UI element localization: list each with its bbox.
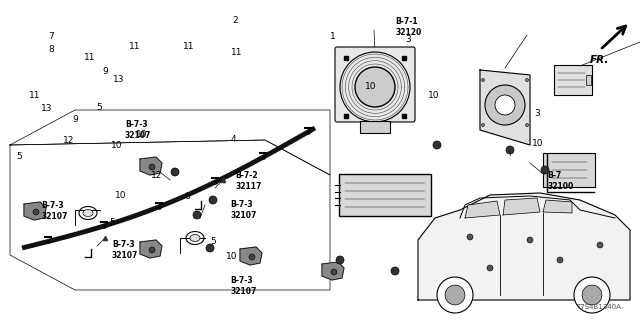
Polygon shape: [140, 240, 162, 258]
Text: 5: 5: [109, 218, 115, 227]
Circle shape: [481, 124, 484, 126]
Text: 10: 10: [365, 82, 377, 91]
Circle shape: [336, 256, 344, 264]
Circle shape: [331, 269, 337, 275]
Circle shape: [149, 247, 155, 253]
Circle shape: [249, 254, 255, 260]
Text: B-7-2
32117: B-7-2 32117: [236, 171, 262, 191]
FancyBboxPatch shape: [543, 153, 595, 187]
Circle shape: [467, 234, 473, 240]
Text: B-7-3
32107: B-7-3 32107: [230, 200, 257, 220]
Polygon shape: [240, 247, 262, 265]
Text: B-7-3
32107: B-7-3 32107: [112, 240, 138, 260]
Text: 10: 10: [111, 141, 123, 150]
Text: 12: 12: [151, 172, 163, 180]
Polygon shape: [418, 193, 630, 300]
Text: B-7-3
32107: B-7-3 32107: [230, 276, 257, 296]
Polygon shape: [503, 198, 540, 215]
Text: 11: 11: [129, 42, 140, 51]
Circle shape: [355, 67, 395, 107]
Circle shape: [582, 285, 602, 305]
Text: FR.: FR.: [590, 55, 609, 65]
Circle shape: [149, 164, 155, 170]
Circle shape: [485, 85, 525, 125]
Text: 13: 13: [41, 104, 52, 113]
Circle shape: [574, 277, 610, 313]
Text: B-7
32100: B-7 32100: [547, 171, 573, 191]
Circle shape: [391, 267, 399, 275]
Text: 13: 13: [113, 76, 125, 84]
Text: 11: 11: [29, 92, 41, 100]
FancyBboxPatch shape: [339, 174, 431, 216]
Text: 11: 11: [183, 42, 195, 51]
Circle shape: [557, 257, 563, 263]
Text: 11: 11: [84, 53, 95, 62]
Polygon shape: [24, 202, 46, 220]
Circle shape: [495, 95, 515, 115]
FancyBboxPatch shape: [554, 65, 592, 95]
Text: B-7-3
32107: B-7-3 32107: [42, 201, 68, 221]
Text: 12: 12: [63, 136, 75, 145]
Text: 5: 5: [97, 103, 102, 112]
Circle shape: [487, 265, 493, 271]
Bar: [586, 75, 591, 85]
FancyBboxPatch shape: [335, 47, 415, 122]
Ellipse shape: [186, 231, 204, 244]
Ellipse shape: [79, 206, 97, 220]
Circle shape: [525, 124, 529, 126]
Polygon shape: [465, 201, 500, 218]
Ellipse shape: [83, 210, 93, 217]
Text: 10: 10: [136, 130, 148, 139]
Text: 10: 10: [532, 139, 543, 148]
Circle shape: [506, 146, 514, 154]
Text: B-7-1
32120: B-7-1 32120: [396, 17, 422, 37]
Text: 10: 10: [226, 252, 237, 261]
Circle shape: [193, 211, 201, 219]
Text: 6: 6: [184, 192, 189, 201]
Text: 3: 3: [535, 109, 540, 118]
Circle shape: [527, 237, 533, 243]
Bar: [360, 121, 390, 133]
Text: B-7-3
32107: B-7-3 32107: [125, 120, 151, 140]
Circle shape: [206, 244, 214, 252]
Text: 3: 3: [406, 36, 411, 44]
Text: 8: 8: [49, 45, 54, 54]
Polygon shape: [322, 262, 344, 280]
Text: 10: 10: [428, 92, 439, 100]
Text: 5: 5: [17, 152, 22, 161]
Text: 7: 7: [49, 32, 54, 41]
Circle shape: [597, 242, 603, 248]
Circle shape: [433, 141, 441, 149]
Circle shape: [445, 285, 465, 305]
Polygon shape: [543, 200, 572, 213]
Text: 2: 2: [233, 16, 238, 25]
Polygon shape: [480, 70, 530, 145]
Circle shape: [541, 166, 549, 174]
Text: 11: 11: [231, 48, 243, 57]
Circle shape: [481, 78, 484, 82]
Circle shape: [209, 196, 217, 204]
Circle shape: [171, 168, 179, 176]
Text: 10: 10: [115, 191, 126, 200]
Circle shape: [33, 209, 39, 215]
Text: 1: 1: [330, 32, 335, 41]
Text: T7S4B1340A: T7S4B1340A: [575, 304, 620, 310]
Text: 9: 9: [103, 68, 108, 76]
Circle shape: [525, 78, 529, 82]
Polygon shape: [140, 157, 162, 175]
Ellipse shape: [190, 235, 200, 242]
Text: 5: 5: [211, 237, 216, 246]
Text: 9: 9: [73, 116, 78, 124]
Text: 4: 4: [231, 135, 236, 144]
Circle shape: [437, 277, 473, 313]
